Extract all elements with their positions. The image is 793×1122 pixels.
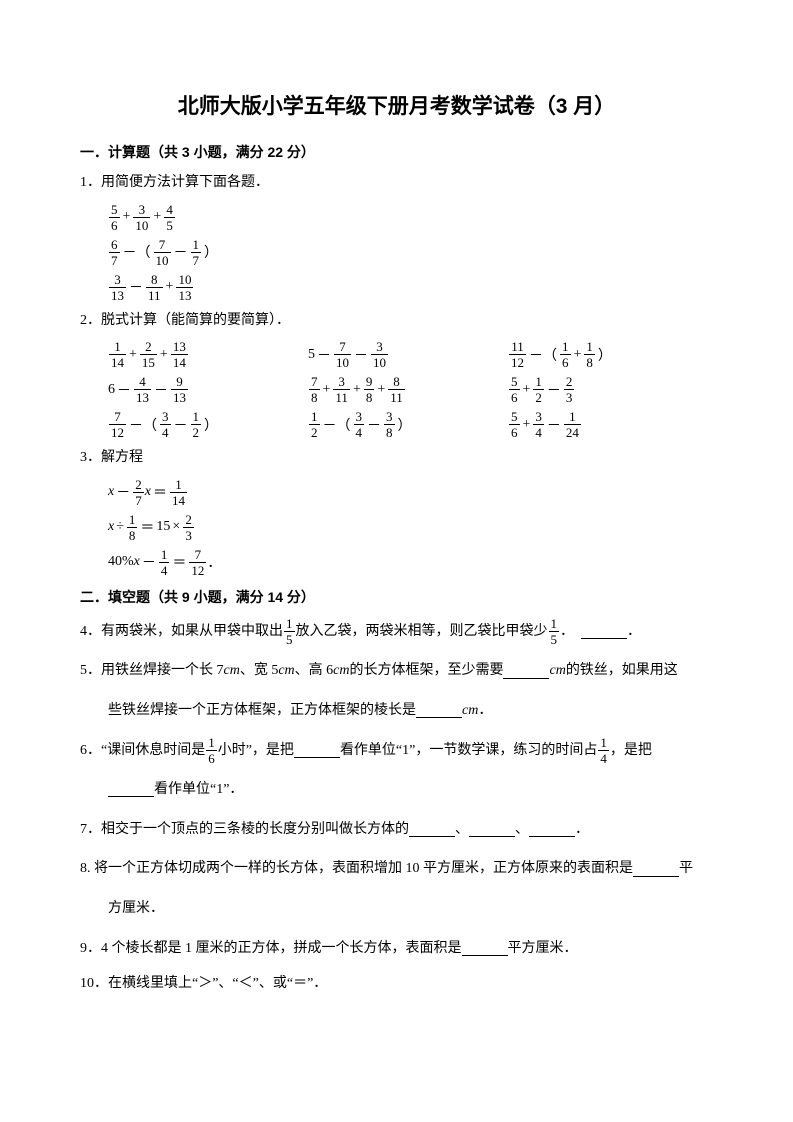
fraction: 45 (164, 203, 175, 232)
blank[interactable] (409, 822, 455, 837)
q2-r1c3: 1112 －（ 16 + 18 ） (508, 340, 708, 369)
blank[interactable] (469, 822, 515, 837)
q4-text: ． (627, 615, 641, 649)
q2-row-3: 712 －（ 34 － 12 ） 12 －（ 34 － 38 ） 56 + 34… (108, 410, 713, 439)
q3-expr-1: x－ 27 x＝ 114 (108, 478, 713, 507)
q7: 7．相交于一个顶点的三条棱的长度分别叫做长方体的 、 、 ． (80, 813, 713, 847)
blank[interactable] (462, 941, 508, 956)
blank[interactable] (416, 703, 462, 718)
q1-stem: 1．用简便方法计算下面各题． (80, 170, 713, 197)
q2-r3c1: 712 －（ 34 － 12 ） (108, 410, 308, 439)
q2-row-2: 6－ 413 － 913 78 + 311 + 98 + 811 56 + 12… (108, 375, 713, 404)
q2-r2c3: 56 + 12 － 23 (508, 375, 708, 404)
q5-line-2: 些铁丝焊接一个正方体框架，正方体框架的棱长是 cm． (108, 694, 713, 728)
fraction: 1013 (176, 273, 193, 302)
blank[interactable] (529, 822, 575, 837)
q5: 5．用铁丝焊接一个长 7cm 、宽 5cm 、高 6cm 的长方体框架，至少需要… (80, 654, 713, 688)
q8: 8. 将一个正方体切成两个一样的长方体，表面积增加 10 平方厘米，正方体原来的… (80, 852, 713, 886)
q6-line-2: 看作单位“1”． (108, 773, 713, 807)
fraction: 310 (133, 203, 150, 232)
q8-line-2: 方厘米． (108, 892, 713, 926)
q1-expr-3: 313 － 811 + 1013 (108, 273, 713, 302)
section-1-header: 一．计算题（共 3 小题，满分 22 分） (80, 142, 713, 162)
q6: 6．“课间休息时间是 16 小时”，是把 看作单位“1”，一节数学课，练习的时间… (80, 734, 713, 768)
q2-r2c2: 78 + 311 + 98 + 811 (308, 375, 508, 404)
q9: 9．4 个棱长都是 1 厘米的正方体，拼成一个长方体，表面积是 平方厘米． (80, 932, 713, 966)
q2-row-1: 114 + 215 + 1314 5－ 710 － 310 1112 －（ 16… (108, 340, 713, 369)
page-title: 北师大版小学五年级下册月考数学试卷（3 月） (80, 90, 713, 120)
q2-stem: 2．脱式计算（能简算的要简算）． (80, 308, 713, 335)
q2-r1c2: 5－ 710 － 310 (308, 340, 508, 369)
blank[interactable] (108, 782, 154, 797)
q2-r2c1: 6－ 413 － 913 (108, 375, 308, 404)
fraction: 17 (191, 238, 202, 267)
q2-r3c3: 56 + 34 － 124 (508, 410, 708, 439)
q4-text: 放入乙袋，两袋米相等，则乙袋比甲袋少 (296, 615, 548, 649)
q3-stem: 3．解方程 (80, 445, 713, 472)
q10: 10．在横线里填上“＞”、“＜”、或“＝”． (80, 971, 713, 998)
q4-text: 4．有两袋米，如果从甲袋中取出 (80, 615, 283, 649)
q3-expr-2: x÷ 18 ＝15× 23 (108, 513, 713, 542)
q1-expr-2: 67 －（ 710 － 17 ） (108, 238, 713, 267)
blank[interactable] (633, 862, 679, 877)
blank[interactable] (294, 743, 340, 758)
q1-expr-1: 56 + 310 + 45 (108, 203, 713, 232)
q4-text: ． (560, 615, 574, 649)
q4: 4．有两袋米，如果从甲袋中取出 15 放入乙袋，两袋米相等，则乙袋比甲袋少 15… (80, 615, 713, 649)
fraction: 67 (109, 238, 120, 267)
fraction: 710 (154, 238, 171, 267)
q2-r1c1: 114 + 215 + 1314 (108, 340, 308, 369)
fraction: 313 (109, 273, 126, 302)
q2-r3c2: 12 －（ 34 － 38 ） (308, 410, 508, 439)
blank[interactable] (503, 664, 549, 679)
fraction: 811 (146, 273, 163, 302)
blank[interactable] (581, 624, 627, 639)
section-2-header: 二．填空题（共 9 小题，满分 14 分） (80, 587, 713, 607)
fraction: 56 (109, 203, 120, 232)
exam-page: 北师大版小学五年级下册月考数学试卷（3 月） 一．计算题（共 3 小题，满分 2… (0, 0, 793, 1122)
q3-expr-3: 40%x－ 14 ＝ 712 ． (108, 548, 713, 577)
